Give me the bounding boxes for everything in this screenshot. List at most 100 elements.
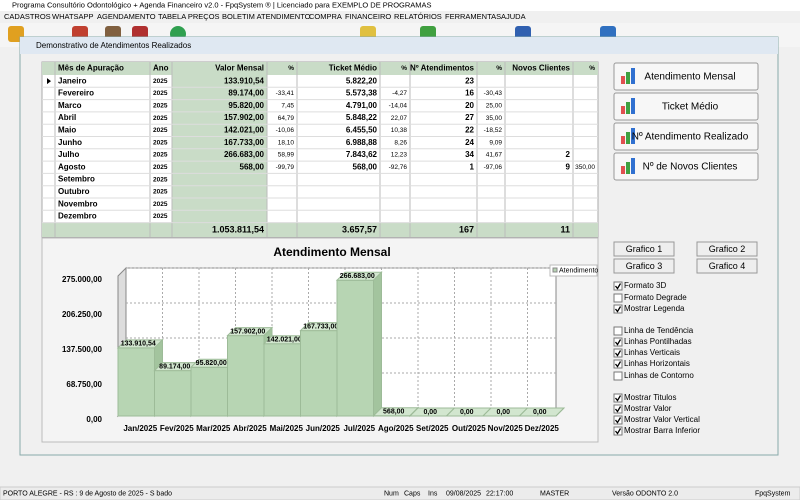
chart-button-label[interactable]: Grafico 4 (709, 261, 746, 271)
chart-title: Atendimento Mensal (273, 245, 390, 259)
table-cell: 35,00 (486, 115, 503, 122)
row-pointer (47, 78, 51, 85)
menu-item[interactable]: AGENDAMENTO (97, 12, 156, 21)
table-cell: 8,26 (394, 139, 407, 146)
report-button[interactable] (613, 92, 759, 121)
table-cell: 5.573,38 (346, 89, 378, 98)
option-label[interactable]: Mostrar Valor (624, 404, 672, 413)
menu-item[interactable]: COMPRA (309, 12, 342, 21)
x-tick-label: Ago/2025 (378, 424, 414, 433)
column-header: Mês de Apuração (58, 64, 124, 73)
button-icon (621, 76, 625, 84)
title-bar (0, 0, 800, 11)
button-label[interactable]: Nº Atendimento Realizado (632, 132, 749, 143)
menu-item[interactable]: CADASTROS (4, 12, 51, 21)
column-header: % (589, 65, 595, 72)
checkbox[interactable] (613, 404, 623, 414)
x-tick-label: Dez/2025 (525, 424, 560, 433)
option-label[interactable]: Linhas Verticais (624, 348, 680, 357)
button-icon (626, 102, 630, 114)
table-cell: 568,00 (240, 162, 265, 171)
option-label[interactable]: Formato Degrade (624, 293, 687, 302)
table-cell: 23 (465, 76, 474, 85)
menu-item[interactable]: AJUDA (501, 12, 526, 21)
report-button[interactable] (613, 122, 759, 151)
option-label[interactable]: Linhas Horizontais (624, 359, 690, 368)
checkbox[interactable] (613, 293, 623, 303)
checkbox[interactable] (613, 359, 623, 369)
value-label: 142.021,00 (267, 337, 302, 344)
checkbox[interactable] (613, 304, 623, 314)
button-label[interactable]: Atendimento Mensal (644, 72, 735, 83)
table-cell: 2025 (153, 152, 168, 159)
table-cell: 2025 (153, 115, 168, 122)
table-cell: 2025 (153, 102, 168, 109)
table-cell: 2025 (153, 201, 168, 208)
table-cell: Fevereiro (58, 89, 94, 98)
option-label[interactable]: Linhas de Contorno (624, 371, 694, 380)
table-cell: 2025 (153, 213, 168, 220)
table-cell: Junho (58, 138, 82, 147)
x-tick-label: Jan/2025 (123, 424, 157, 433)
bar (336, 279, 374, 417)
x-tick-label: Mar/2025 (196, 424, 231, 433)
chart-button-label[interactable]: Grafico 3 (626, 261, 663, 271)
checkbox[interactable] (613, 426, 623, 436)
value-label: 133.910,54 (121, 341, 156, 348)
chart-button[interactable] (613, 241, 675, 257)
menu-item[interactable]: TABELA PREÇOS (158, 12, 220, 21)
report-button[interactable] (613, 62, 759, 91)
table-cell: 167.733,00 (224, 138, 265, 147)
status-bar (0, 486, 800, 500)
value-label: 89.174,00 (159, 363, 190, 370)
button-label[interactable]: Nº de Novos Clientes (643, 162, 738, 173)
chart-button-label[interactable]: Grafico 1 (626, 244, 663, 254)
button-label[interactable]: Ticket Médio (662, 102, 719, 113)
checkbox[interactable] (613, 326, 623, 336)
table-cell: -18,52 (484, 127, 503, 134)
x-tick-label: Nov/2025 (488, 424, 524, 433)
menu-item[interactable]: FERRAMENTAS (445, 12, 501, 21)
table-cell: -99,79 (276, 164, 295, 171)
checkbox[interactable] (613, 371, 623, 381)
chart-button[interactable] (696, 241, 758, 257)
checkbox[interactable] (613, 281, 623, 291)
window-title: Demonstrativo de Atendimentos Realizados (36, 41, 191, 50)
table-cell: 266.683,00 (224, 150, 265, 159)
option-label[interactable]: Mostrar Legenda (624, 304, 685, 313)
check-mark (614, 306, 622, 313)
option-label[interactable]: Mostrar Titulos (624, 393, 676, 402)
bar-side (555, 407, 565, 417)
table-cell: 7.843,62 (346, 150, 378, 159)
table-cell: 2025 (153, 189, 168, 196)
legend-swatch (552, 267, 558, 273)
option-label[interactable]: Mostrar Valor Vertical (624, 415, 700, 424)
checkbox[interactable] (613, 337, 623, 347)
chart-button[interactable] (613, 258, 675, 274)
report-button[interactable] (613, 152, 759, 181)
chart-button[interactable] (696, 258, 758, 274)
table-cell: 2025 (153, 164, 168, 171)
table-cell: 2025 (153, 127, 168, 134)
table-cell: 18,10 (278, 139, 295, 146)
option-label[interactable]: Mostrar Barra Inferior (624, 426, 700, 435)
menu-item[interactable]: WHATSAPP (52, 12, 94, 21)
menu-item[interactable]: RELATÓRIOS (394, 12, 442, 21)
menu-item[interactable]: FINANCEIRO (345, 12, 391, 21)
checkbox[interactable] (613, 415, 623, 425)
option-label[interactable]: Formato 3D (624, 281, 666, 290)
menu-item[interactable]: BOLETIM ATENDIMENTO (222, 12, 311, 21)
chart-button-label[interactable]: Grafico 2 (709, 244, 746, 254)
table-cell: 41,67 (486, 152, 503, 159)
table-cell: 9,09 (489, 139, 502, 146)
checkbox[interactable] (613, 393, 623, 403)
option-label[interactable]: Linhas Pontilhadas (624, 337, 692, 346)
x-tick-label: Fev/2025 (160, 424, 194, 433)
table-cell: 9 (566, 162, 571, 171)
checkbox[interactable] (613, 348, 623, 358)
column-header: % (401, 65, 407, 72)
option-label[interactable]: Linha de Tendência (624, 326, 694, 335)
check-mark (614, 395, 622, 402)
button-icon (631, 128, 635, 144)
